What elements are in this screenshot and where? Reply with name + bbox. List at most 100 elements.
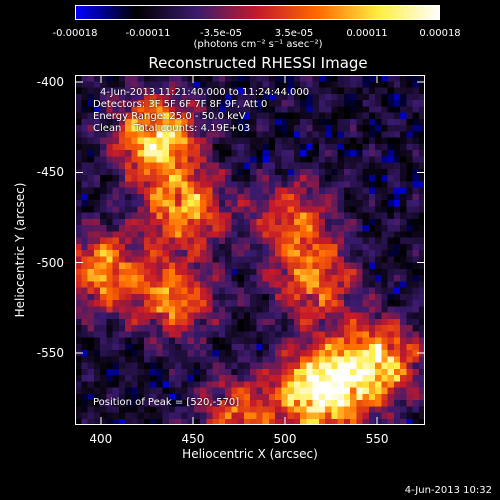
heatmap-cell bbox=[187, 312, 195, 320]
heatmap-cell bbox=[175, 87, 182, 95]
heatmap-cell bbox=[368, 112, 376, 120]
heatmap-cell bbox=[281, 381, 288, 388]
heatmap-cell bbox=[162, 381, 170, 388]
heatmap-cell bbox=[350, 162, 357, 170]
heatmap-cell bbox=[118, 412, 126, 420]
heatmap-cell bbox=[168, 356, 176, 363]
heatmap-cell bbox=[212, 281, 220, 288]
heatmap-cell bbox=[387, 118, 395, 126]
heatmap-cell bbox=[81, 300, 88, 307]
heatmap-cell bbox=[287, 262, 295, 270]
heatmap-cell bbox=[350, 112, 357, 120]
heatmap-cell bbox=[375, 275, 382, 282]
heatmap-cell bbox=[75, 231, 82, 238]
heatmap-cell bbox=[118, 156, 126, 163]
heatmap-cell bbox=[231, 268, 238, 276]
heatmap-cell bbox=[137, 325, 145, 332]
heatmap-cell bbox=[162, 137, 170, 145]
heatmap-cell bbox=[381, 193, 388, 201]
heatmap-cell bbox=[243, 406, 251, 413]
heatmap-cell bbox=[118, 350, 126, 357]
heatmap-cell bbox=[400, 87, 407, 95]
heatmap-cell bbox=[331, 406, 338, 413]
heatmap-cell bbox=[75, 393, 82, 401]
heatmap-cell bbox=[318, 275, 326, 282]
heatmap-cell bbox=[187, 81, 195, 88]
heatmap-cell bbox=[131, 150, 138, 157]
heatmap-cell bbox=[125, 187, 132, 195]
heatmap-cell bbox=[343, 375, 351, 382]
heatmap-cell bbox=[318, 225, 326, 232]
heatmap-cell bbox=[387, 162, 395, 170]
heatmap-cell bbox=[387, 237, 395, 245]
heatmap-cell bbox=[143, 400, 151, 407]
heatmap-cell bbox=[156, 387, 163, 395]
heatmap-cell bbox=[168, 325, 176, 332]
heatmap-cell bbox=[418, 131, 425, 138]
heatmap-cell bbox=[100, 362, 107, 370]
heatmap-cell bbox=[168, 206, 176, 213]
heatmap-cell bbox=[143, 393, 151, 401]
heatmap-cell bbox=[137, 225, 145, 232]
heatmap-cell bbox=[87, 168, 95, 176]
heatmap-cell bbox=[381, 375, 388, 382]
heatmap-cell bbox=[168, 225, 176, 232]
heatmap-cell bbox=[331, 318, 338, 326]
heatmap-cell bbox=[375, 118, 382, 126]
heatmap-cell bbox=[218, 225, 226, 232]
heatmap-cell bbox=[412, 306, 420, 313]
heatmap-cell bbox=[350, 281, 357, 288]
heatmap-cell bbox=[93, 293, 101, 301]
heatmap-cell bbox=[175, 81, 182, 88]
heatmap-cell bbox=[337, 218, 345, 226]
heatmap-cell bbox=[106, 375, 113, 382]
heatmap-cell bbox=[387, 400, 395, 407]
heatmap-cell bbox=[206, 406, 213, 413]
heatmap-cell bbox=[350, 381, 357, 388]
heatmap-cell bbox=[262, 93, 270, 101]
heatmap-cell bbox=[181, 325, 188, 332]
heatmap-cell bbox=[368, 200, 376, 207]
heatmap-cell bbox=[112, 237, 120, 245]
heatmap-cell bbox=[137, 362, 145, 370]
heatmap-cell bbox=[162, 87, 170, 95]
heatmap-cell bbox=[112, 375, 120, 382]
heatmap-cell bbox=[187, 112, 195, 120]
heatmap-cell bbox=[281, 375, 288, 382]
heatmap-cell bbox=[375, 106, 382, 113]
heatmap-cell bbox=[256, 200, 263, 207]
heatmap-cell bbox=[81, 187, 88, 195]
heatmap-cell bbox=[343, 112, 351, 120]
heatmap-cell bbox=[81, 168, 88, 176]
heatmap-cell bbox=[231, 162, 238, 170]
heatmap-cell bbox=[81, 106, 88, 113]
heatmap-cell bbox=[156, 87, 163, 95]
heatmap-cell bbox=[418, 293, 425, 301]
heatmap-cell bbox=[212, 275, 220, 282]
heatmap-cell bbox=[350, 412, 357, 420]
heatmap-cell bbox=[193, 175, 201, 182]
heatmap-cell bbox=[256, 237, 263, 245]
heatmap-cell bbox=[381, 187, 388, 195]
heatmap-cell bbox=[312, 118, 320, 126]
heatmap-cell bbox=[293, 75, 301, 82]
heatmap-cell bbox=[281, 81, 288, 88]
heatmap-cell bbox=[137, 100, 145, 107]
heatmap-cell bbox=[181, 100, 188, 107]
heatmap-cell bbox=[218, 262, 226, 270]
heatmap-cell bbox=[93, 331, 101, 338]
heatmap-cell bbox=[118, 275, 126, 282]
heatmap-cell bbox=[287, 306, 295, 313]
heatmap-cell bbox=[393, 187, 401, 195]
heatmap-cell bbox=[106, 387, 113, 395]
heatmap-cell bbox=[275, 275, 282, 282]
heatmap-cell bbox=[137, 318, 145, 326]
heatmap-cell bbox=[312, 412, 320, 420]
heatmap-cell bbox=[356, 393, 363, 401]
heatmap-cell bbox=[137, 368, 145, 376]
heatmap-cell bbox=[287, 175, 295, 182]
heatmap-cell bbox=[175, 118, 182, 126]
heatmap-cell bbox=[131, 375, 138, 382]
heatmap-cell bbox=[131, 112, 138, 120]
heatmap-cell bbox=[362, 131, 370, 138]
